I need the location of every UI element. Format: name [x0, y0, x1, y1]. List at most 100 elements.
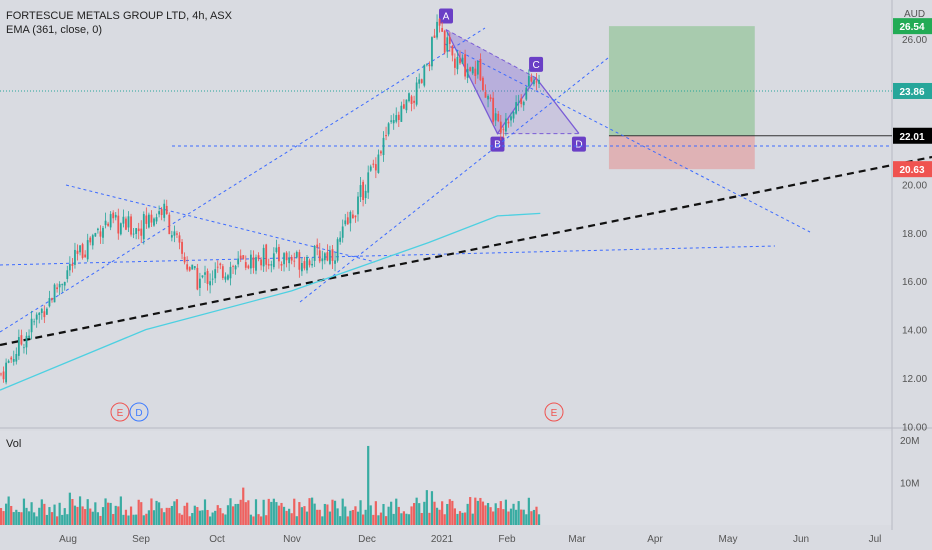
volume-bar [178, 513, 181, 525]
candle [303, 261, 306, 269]
profit-zone [608, 26, 755, 136]
earnings-marker-label: E [551, 408, 558, 419]
volume-bar [517, 501, 520, 525]
volume-bar [247, 500, 250, 525]
volume-bar [252, 516, 255, 525]
candle [535, 81, 538, 83]
volume-bar [193, 505, 196, 525]
candle [280, 263, 283, 266]
volume-bar [180, 514, 184, 525]
volume-bar [537, 514, 541, 525]
volume-bar [448, 499, 451, 525]
volume-bar [469, 497, 472, 525]
volume-bar [489, 507, 492, 525]
candle [487, 95, 489, 100]
volume-bar [270, 501, 273, 525]
volume-bar [486, 502, 490, 525]
candle [224, 276, 227, 280]
price-tick-label: 12.00 [902, 374, 927, 385]
time-tick-label: Jun [793, 534, 809, 545]
volume-bar [275, 502, 278, 525]
candle [410, 96, 413, 104]
candle [405, 99, 408, 111]
price-label-badge [893, 127, 932, 144]
candle [262, 247, 265, 267]
candle [219, 263, 222, 266]
volume-bar [124, 509, 128, 525]
volume-bar [458, 511, 462, 525]
volume-bar [527, 497, 530, 525]
volume-bar [147, 510, 150, 525]
candle [344, 220, 347, 225]
stop-loss-zone [608, 135, 755, 170]
candle [436, 21, 438, 38]
volume-bar [170, 505, 173, 525]
candle [97, 228, 99, 231]
volume-bar [522, 509, 525, 525]
volume-bar [474, 497, 477, 525]
volume-bar [354, 506, 357, 525]
volume-bar [165, 507, 168, 525]
volume-bar [127, 515, 130, 525]
candle [336, 239, 339, 261]
candle [53, 284, 56, 303]
volume-bar [362, 514, 365, 525]
volume-bar [163, 512, 166, 525]
candle [112, 212, 115, 219]
volume-bar [27, 511, 31, 525]
price-tick-label: 18.00 [902, 229, 927, 240]
candle [91, 235, 94, 246]
volume-bar [384, 516, 388, 525]
candle [293, 260, 296, 262]
candle [25, 335, 28, 348]
time-tick-label: 2021 [431, 534, 454, 545]
candle [474, 68, 477, 76]
volume-bar [382, 503, 385, 525]
volume-bar [114, 505, 117, 525]
candle [321, 258, 324, 262]
volume-bar [395, 498, 398, 525]
volume-bar [438, 509, 441, 525]
candle [479, 58, 482, 81]
volume-bar [520, 509, 523, 525]
price-label-text: 20.63 [899, 165, 924, 176]
time-axis: Aug Sep Oct Nov Dec 2021 Feb Mar Apr May Jun Jul [59, 534, 881, 545]
candle [2, 371, 5, 380]
long-position-tool [0, 26, 892, 170]
volume-bar [132, 514, 135, 525]
time-tick-label: Sep [132, 534, 150, 545]
price-label-text: 22.01 [899, 132, 924, 143]
candle [530, 76, 533, 82]
volume-bar [313, 503, 316, 525]
triangle-upper-line [444, 43, 811, 233]
volume-bar [321, 516, 324, 525]
candle [395, 115, 398, 122]
price-tick-label: 16.00 [902, 277, 927, 288]
candle [160, 209, 163, 216]
volume-bar [22, 498, 26, 525]
candle [283, 253, 285, 265]
candle [260, 259, 262, 266]
candle [117, 215, 120, 234]
volume-bar [265, 515, 268, 525]
volume-bar [300, 507, 303, 525]
dividend-marker-label: D [135, 408, 142, 419]
candle [476, 60, 479, 75]
volume-bar [175, 499, 179, 525]
volume-bar [229, 498, 232, 525]
candle [23, 347, 25, 349]
candle [76, 250, 79, 254]
volume-bar [349, 510, 352, 525]
volume-bar [53, 504, 56, 525]
time-tick-label: Mar [568, 534, 586, 545]
volume-bar [494, 503, 497, 525]
candle [135, 228, 138, 234]
candle [341, 226, 344, 238]
long-term-trend-line [0, 155, 932, 347]
time-tick-label: Dec [358, 534, 376, 545]
volume-bar [56, 516, 59, 525]
candle [308, 260, 311, 266]
volume-bar [344, 506, 347, 525]
candle [382, 137, 385, 156]
